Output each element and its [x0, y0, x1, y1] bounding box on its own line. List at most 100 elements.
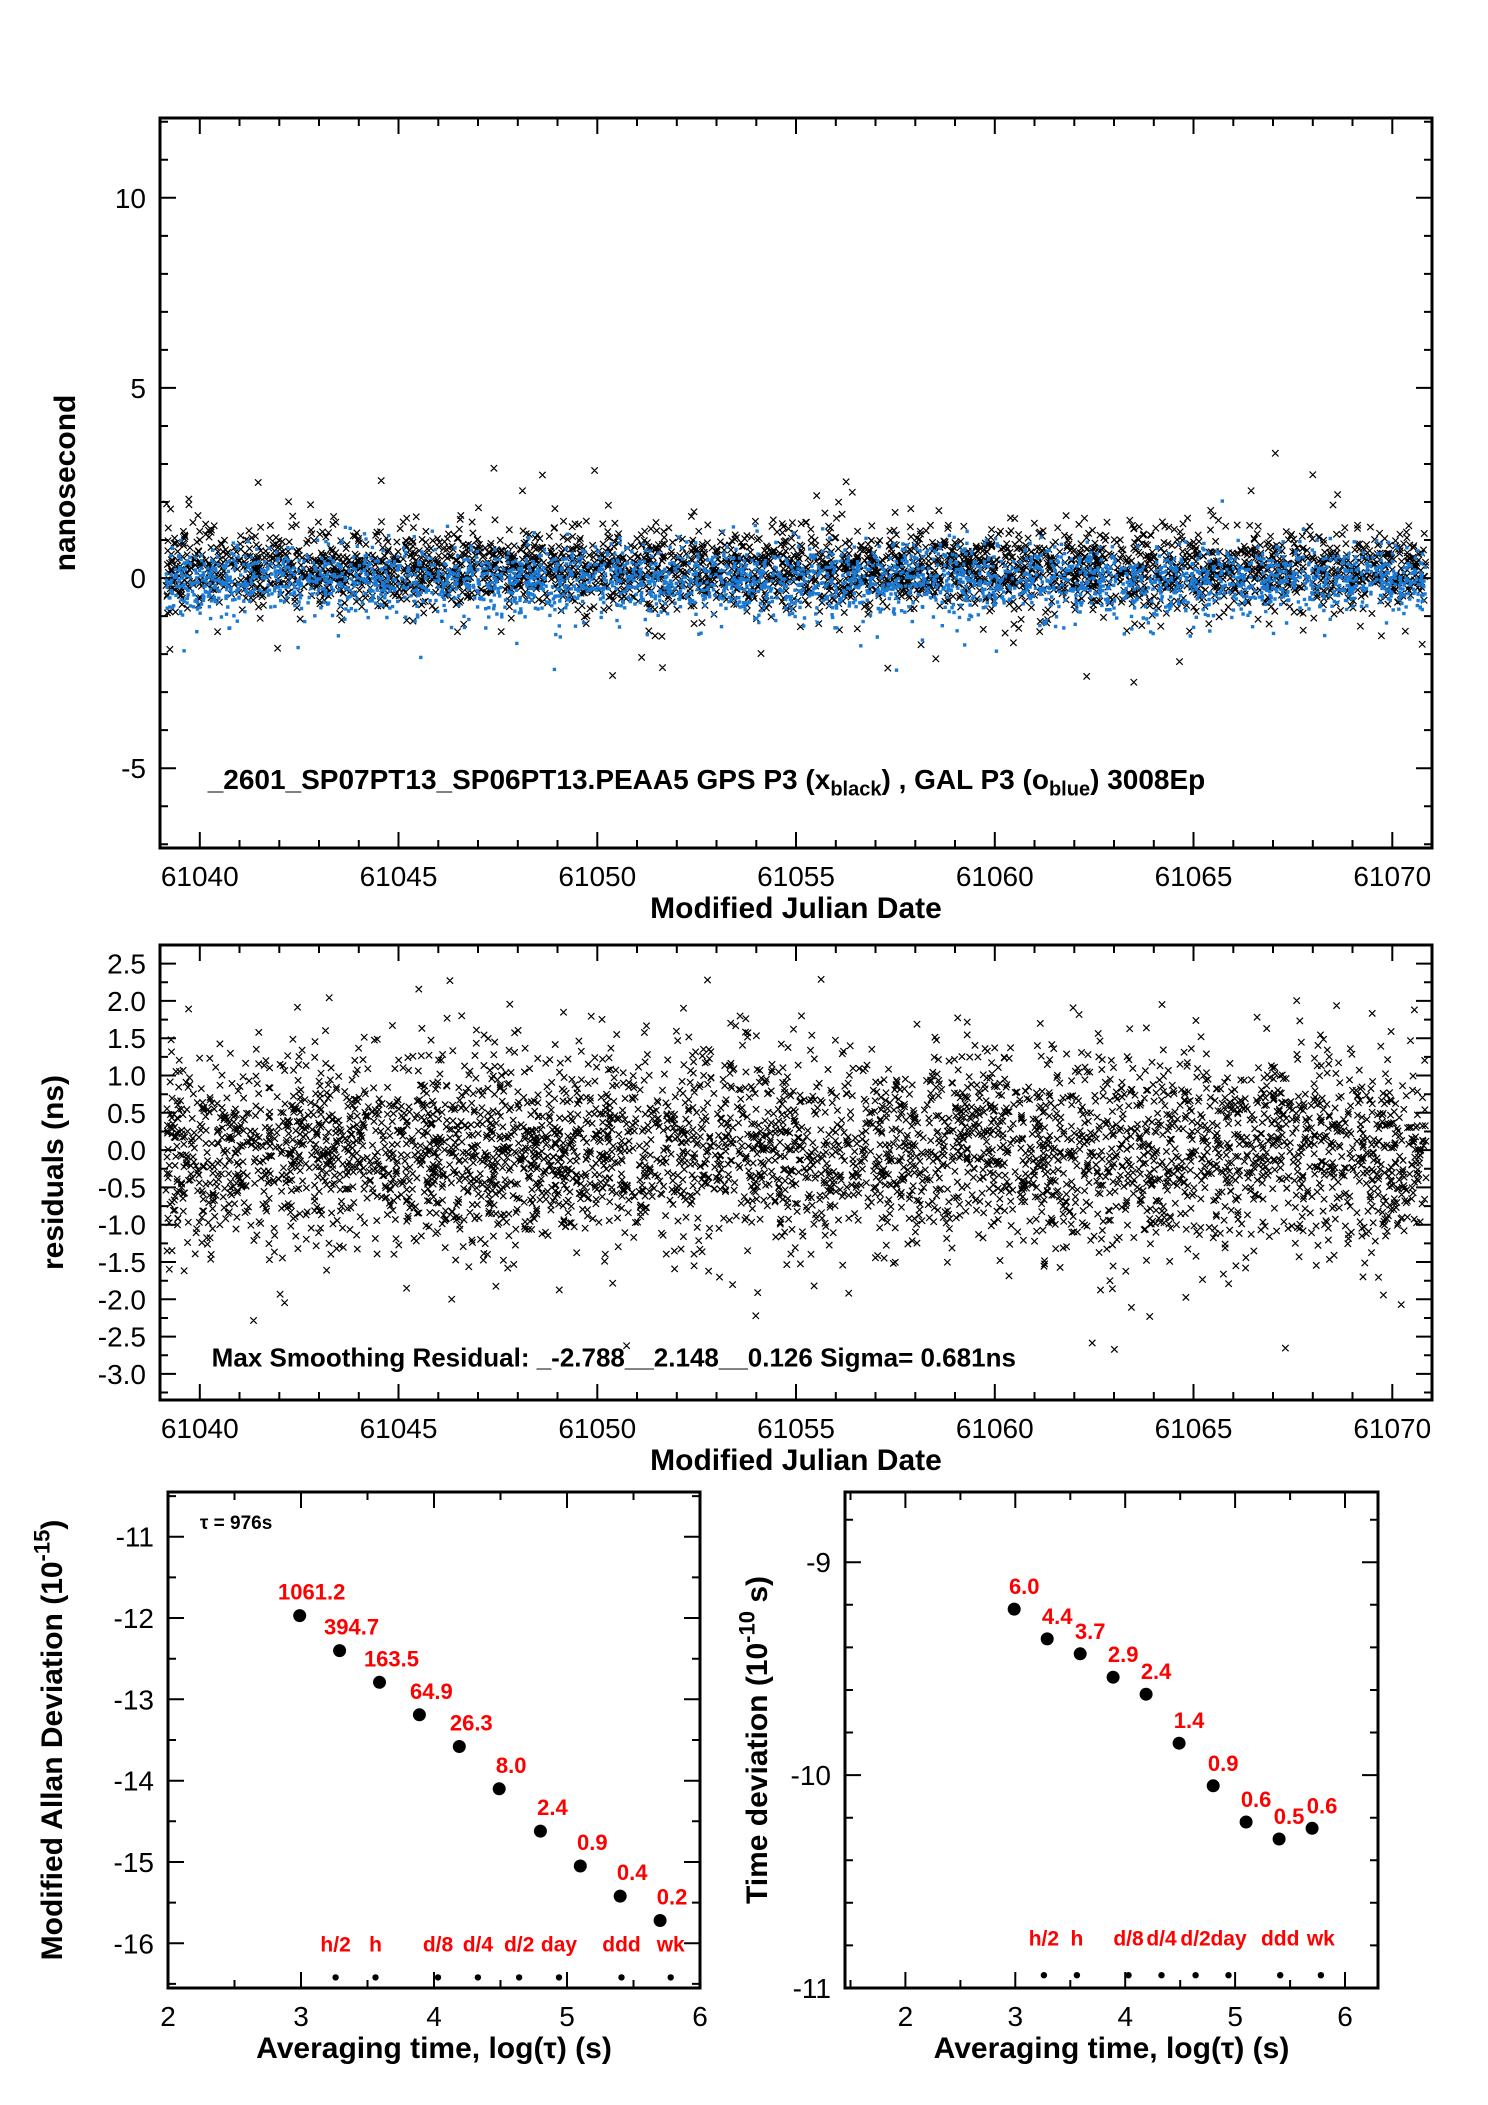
duration-dot: [372, 1974, 379, 1981]
gps-gal-offset-xlabel: Modified Julian Date: [650, 892, 942, 925]
x-tick-label: 61040: [161, 861, 239, 892]
x-tick-label: 61070: [1353, 1413, 1431, 1444]
series-residuals-x: [162, 975, 1430, 1354]
y-tick-label: -1.0: [98, 1210, 146, 1241]
point-label: 0.6: [1241, 1787, 1272, 1812]
series-mdev-points: 1061.2 394.7 163.5 64.9 26.38.0 2.4 0.9 0.4 0.2: [278, 1580, 687, 1927]
duration-dot: [1277, 1972, 1284, 1979]
x-tick-label: 61045: [360, 1413, 438, 1444]
duration-dot: [1073, 1972, 1081, 1979]
point-label: 0.5: [1274, 1804, 1305, 1829]
duration-label: d/2: [1180, 1927, 1210, 1950]
duration-label: d/8: [1113, 1927, 1144, 1950]
mdev-ylabel: Modified Allan Deviation (10-15): [29, 1520, 69, 1961]
y-tick-label: -11: [793, 1973, 831, 2004]
duration-dot: [474, 1974, 482, 1981]
duration-label: h/2: [320, 1933, 350, 1956]
annotation: _2601_SP07PT13_SP06PT13.PEAA5 GPS P3 (xb…: [207, 764, 1206, 800]
point-label: 8.0: [496, 1753, 527, 1778]
duration-dot: [618, 1974, 625, 1981]
y-tick-label: 1.5: [107, 1023, 146, 1054]
duration-label: d/4: [1146, 1927, 1177, 1950]
mdev-panel: 2 3 4 5 6 -11 -12 -13 -14 -15 -16 Averaging time, l…: [29, 1490, 708, 2065]
point-label: 2.9: [1108, 1642, 1139, 1667]
duration-label: day: [541, 1933, 578, 1956]
point-label: 1061.2: [278, 1580, 345, 1605]
y-tick-label: -9: [806, 1547, 831, 1578]
duration-label: ddd: [602, 1933, 640, 1956]
x-tick-label: 61045: [360, 861, 438, 892]
duration-dot: [1317, 1972, 1325, 1979]
axis-ticks: [159, 944, 1433, 1400]
plot-frame: [843, 1490, 1380, 1990]
y-tick-label: 2.5: [107, 949, 146, 980]
y-tick-label: 0.5: [107, 1098, 146, 1129]
x-tick-label: 3: [1008, 2001, 1024, 2032]
point-label: 0.2: [657, 1885, 688, 1910]
mdev-xlabel: Averaging time, log(τ) (s): [256, 2032, 612, 2065]
axis-ticks: [167, 1492, 701, 1988]
x-tick-label: 61060: [956, 1413, 1034, 1444]
duration-dot: [1158, 1972, 1165, 1979]
annotation: τ = 976s: [200, 1513, 272, 1534]
point-label: 2.4: [537, 1795, 568, 1820]
duration-label: h/2: [1029, 1927, 1059, 1950]
y-tick-label: 5: [130, 373, 146, 404]
point-label: 64.9: [410, 1679, 453, 1704]
duration-dot: [555, 1974, 563, 1981]
x-tick-label: 61060: [956, 861, 1034, 892]
y-tick-label: -14: [114, 1766, 154, 1797]
y-tick-label: 0: [130, 563, 146, 594]
y-tick-label: -16: [114, 1928, 154, 1959]
x-tick-label: 2: [898, 2001, 914, 2032]
point-label: 0.6: [1307, 1793, 1338, 1818]
duration-dot: [1225, 1972, 1232, 1979]
duration-label: day: [1210, 1927, 1247, 1950]
x-tick-label: 3: [293, 2001, 309, 2032]
y-tick-label: 2.0: [107, 986, 146, 1017]
y-tick-label: -13: [114, 1684, 154, 1715]
axis-ticks: [845, 1492, 1378, 1989]
y-tick-label: -2.0: [98, 1284, 146, 1315]
x-tick-label: 61050: [558, 1413, 636, 1444]
x-tick-label: 61065: [1155, 1413, 1233, 1444]
point-label: 3.7: [1075, 1619, 1106, 1644]
residuals-ylabel: residuals (ns): [37, 1075, 70, 1270]
point-label: 1.4: [1174, 1708, 1205, 1733]
y-tick-label: -12: [114, 1603, 154, 1634]
point-label: 163.5: [364, 1646, 419, 1671]
y-tick-label: -1.5: [98, 1247, 146, 1278]
duration-label: h: [1070, 1927, 1083, 1950]
x-tick-label: 2: [160, 2001, 176, 2032]
tdev-panel: 2 3 4 5 6 -9 -10 -11 Averaging time, log(τ) (s) T…: [734, 1490, 1380, 2065]
point-label: 394.7: [324, 1615, 379, 1640]
point-label: 26.3: [450, 1711, 493, 1736]
x-tick-label: 6: [692, 2001, 708, 2032]
duration-dot: [1040, 1972, 1048, 1979]
y-tick-label: -10: [791, 1760, 831, 1791]
x-tick-label: 61065: [1155, 861, 1233, 892]
duration-dot: [1192, 1972, 1199, 1979]
duration-label: d/4: [463, 1933, 494, 1956]
duration-label: h: [369, 1933, 382, 1956]
y-tick-label: -11: [116, 1522, 154, 1553]
plot-frame: [166, 1490, 702, 1990]
duration-label: d/2: [504, 1933, 534, 1956]
y-tick-label: -2.5: [98, 1322, 146, 1353]
x-tick-label: 61070: [1353, 861, 1431, 892]
axis-ticks: [159, 118, 1433, 848]
y-tick-label: -5: [121, 753, 146, 784]
point-label: 0.9: [577, 1830, 608, 1855]
x-tick-label: 5: [559, 2001, 575, 2032]
duration-label: ddd: [1261, 1927, 1299, 1950]
annotation: Max Smoothing Residual: _-2.788__2.148__…: [212, 1342, 1016, 1372]
point-label: 4.4: [1042, 1604, 1073, 1629]
x-tick-label: 6: [1337, 2001, 1353, 2032]
series-tdev-points: 6.04.43.72.92.41.40.90.60.5 0.6: [1007, 1574, 1338, 1846]
point-label: 2.4: [1141, 1659, 1172, 1684]
y-tick-label: 1.0: [107, 1061, 146, 1092]
duration-dot: [332, 1974, 339, 1981]
x-tick-label: 61055: [757, 1413, 835, 1444]
